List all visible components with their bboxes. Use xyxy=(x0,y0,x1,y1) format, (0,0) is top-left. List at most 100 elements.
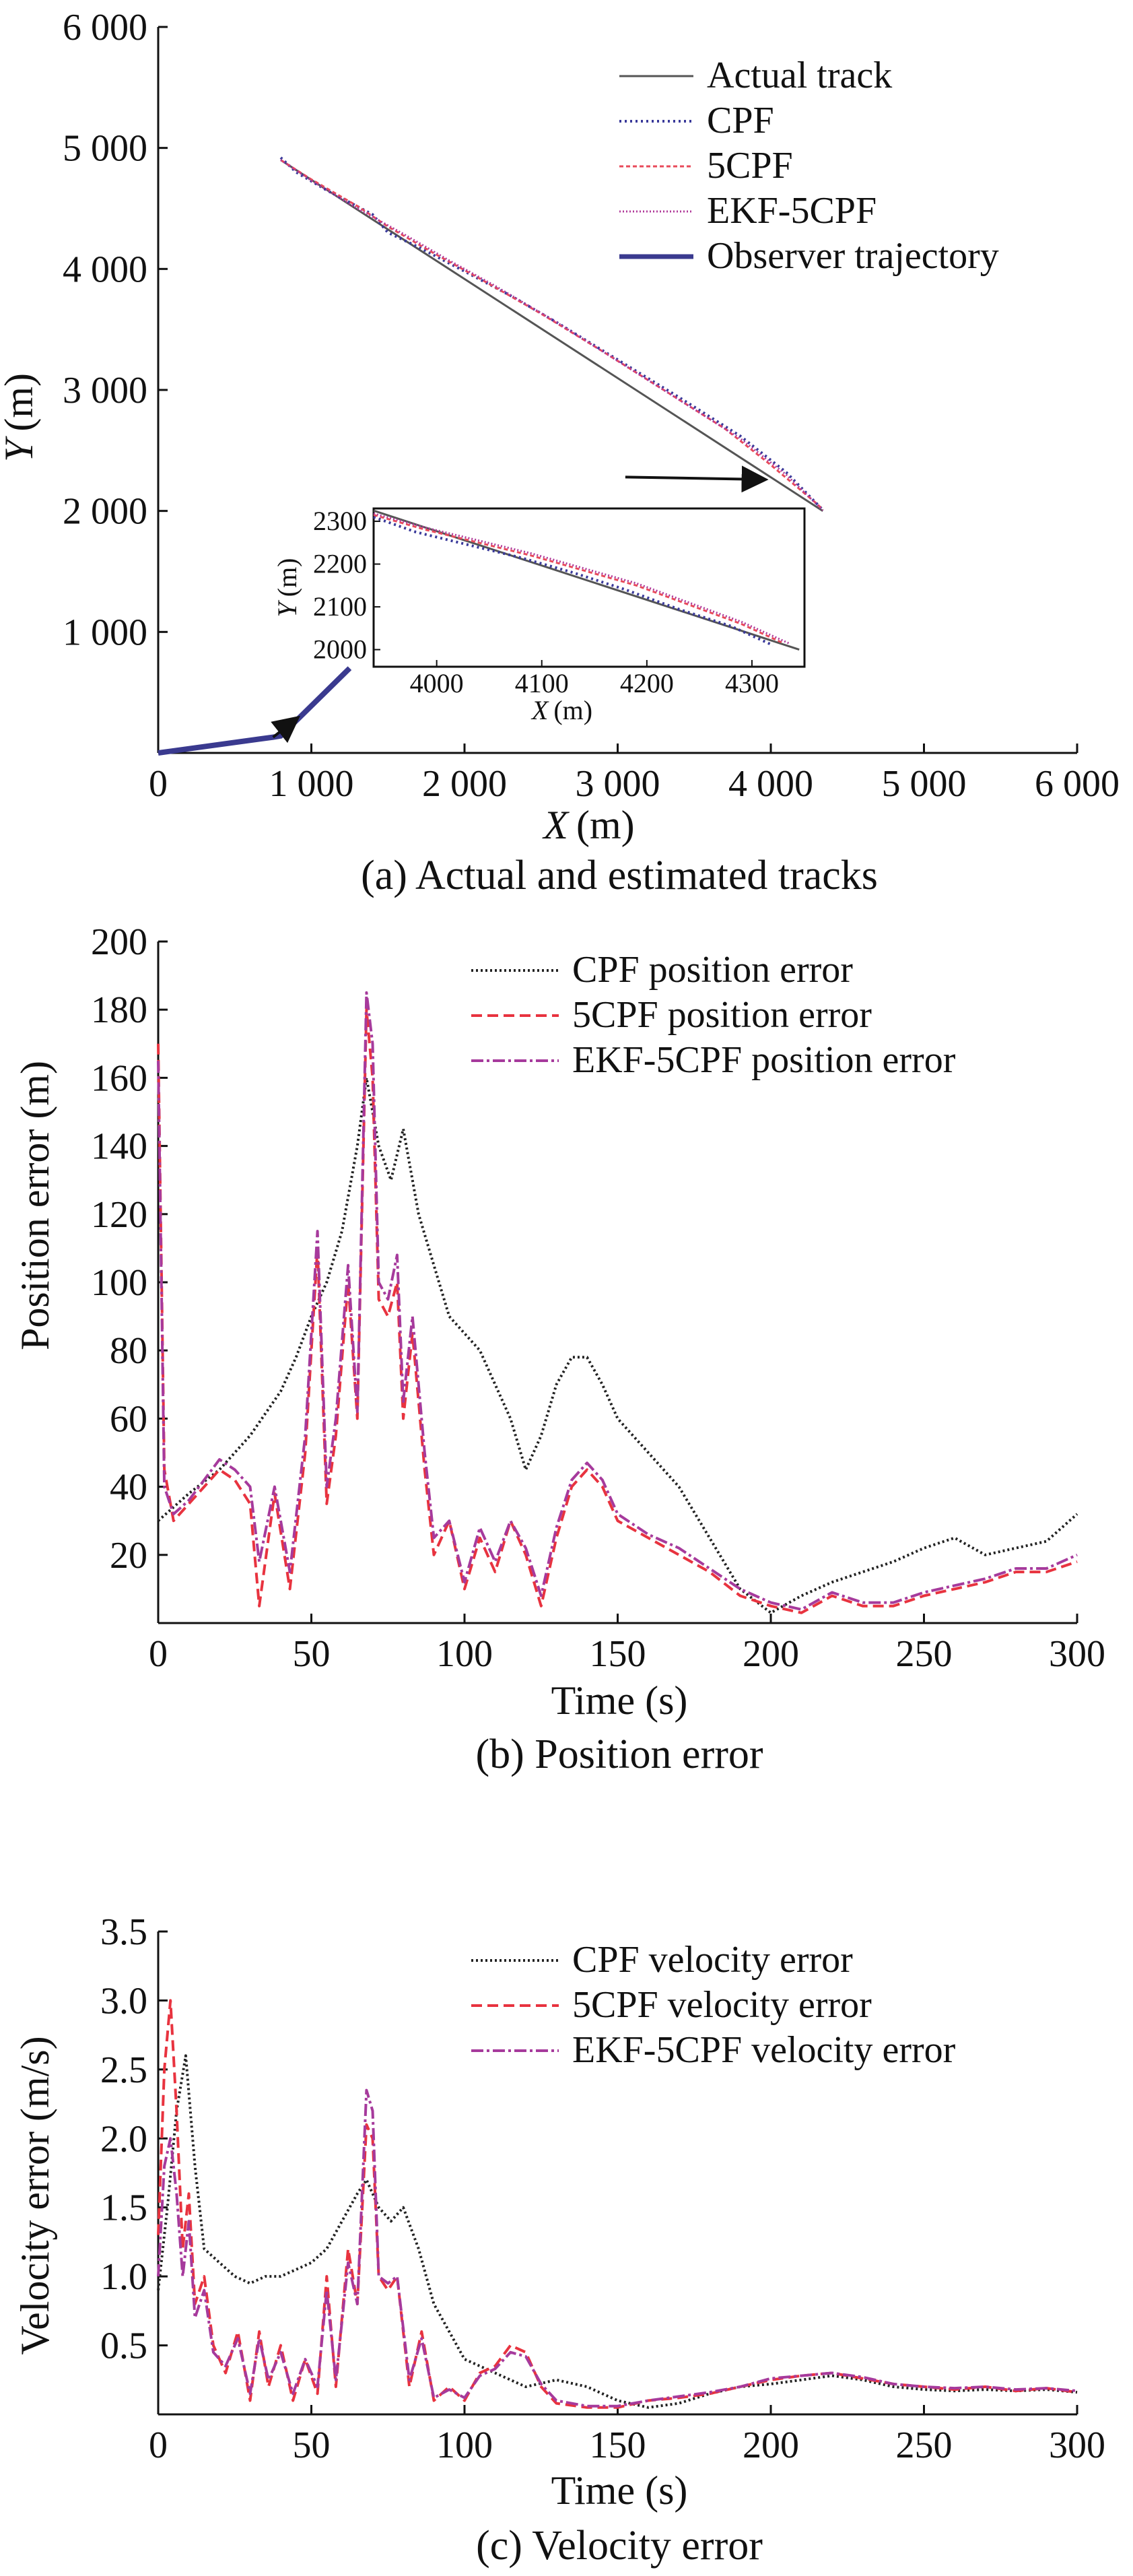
panel-b-ylabel: Position error (m) xyxy=(13,1061,57,1350)
panel-a-series-ekf5cpf xyxy=(280,159,824,511)
panel-c-series xyxy=(157,1999,1078,2409)
panel-b-xlabel: Time (s) xyxy=(551,1678,688,1723)
panel-a-x-tick-label: 1 000 xyxy=(269,763,354,805)
panel-b-x-tick-label: 150 xyxy=(590,1633,646,1675)
panel-b-position-error-chart: 0 50 100 150 200 250 300 20 40 60 80 100 120 140 160 18… xyxy=(13,921,1105,1777)
panel-b-y-tick-label: 140 xyxy=(91,1126,147,1168)
legend-a-label-actual: Actual track xyxy=(707,55,892,96)
inset-series-cpf xyxy=(373,515,774,647)
panel-b-x-tick-label: 100 xyxy=(436,1633,493,1675)
inset-series-fivecpf xyxy=(373,514,784,645)
panel-b-caption: (b) Position error xyxy=(475,1731,763,1777)
panel-c-y-tick-label: 0.5 xyxy=(100,2325,147,2367)
panel-a-ticks: 0 1 000 2 000 3 000 4 000 5 000 6 000 1 000 2 00… xyxy=(63,7,1120,805)
panel-a-series-observer xyxy=(158,666,352,756)
panel-c-y-tick-label: 3.5 xyxy=(100,1911,147,1953)
inset-x-label-unit: (m) xyxy=(553,695,592,725)
panel-a-x-tick-label: 0 xyxy=(149,763,168,805)
panel-b-x-tick-label: 0 xyxy=(149,1633,168,1675)
panel-a-x-tick-label: 6 000 xyxy=(1035,763,1120,805)
inset-x-label: X (m) xyxy=(530,695,592,725)
legend-c-label-cpf: CPF velocity error xyxy=(572,1939,853,1981)
panel-a-y-tick-label: 1 000 xyxy=(63,612,147,653)
panel-a-y-tick-label: 6 000 xyxy=(63,7,147,48)
panel-c-x-tick-label: 0 xyxy=(149,2424,168,2466)
panel-a-x-tick-label: 4 000 xyxy=(728,763,813,805)
panel-b-y-tick-label: 20 xyxy=(110,1535,147,1577)
inset-x-label-var: X xyxy=(530,695,549,725)
panel-c-series-fivecpf xyxy=(157,1999,1078,2409)
panel-b-x-tick-label: 300 xyxy=(1049,1633,1105,1675)
panel-a-series-fivecpf xyxy=(280,159,824,510)
inset-y-label-var: Y xyxy=(272,600,302,618)
legend-b-label-fivecpf: 5CPF position error xyxy=(572,994,872,1036)
inset-y-tick-label: 2000 xyxy=(313,634,367,665)
panel-c-velocity-error-chart: 0 50 100 150 200 250 3000.51.01.52.02.53.03.5 … xyxy=(13,1911,1105,2569)
panel-a-x-tick-label: 2 000 xyxy=(422,763,507,805)
panel-b-x-tick-label: 200 xyxy=(743,1633,799,1675)
panel-b-y-tick-label: 120 xyxy=(91,1194,147,1236)
panel-c-ticks: 0 50 100 150 200 250 300 0.5 1.0 1.5 2.0 2.5 3.0 3.5 xyxy=(100,1911,1105,2466)
panel-a-arrow-1 xyxy=(625,465,769,493)
panel-c-x-tick-label: 150 xyxy=(590,2424,646,2466)
inset-y-label: Y (m) xyxy=(272,558,302,617)
panel-b-y-tick-label: 200 xyxy=(91,921,147,963)
panel-a-x-tick-label: 5 000 xyxy=(882,763,967,805)
panel-c-series-cpf xyxy=(157,2054,1078,2409)
legend-c-label-fivecpf: 5CPF velocity error xyxy=(572,1984,872,2026)
panel-b-y-tick-label: 60 xyxy=(110,1398,147,1440)
legend-c-label-ekf5cpf: EKF-5CPF velocity error xyxy=(572,2029,956,2071)
inset-y-tick-label: 2200 xyxy=(313,549,367,579)
inset-x-tick-label: 4300 xyxy=(725,668,779,698)
panel-a-track-chart: 0 1 000 2 000 3 000 4 000 5 000 6 000 1 000 2 00… xyxy=(0,7,1120,898)
inset-x-tick-label: 4100 xyxy=(515,668,569,698)
inset-x-tick-label: 4000 xyxy=(410,668,464,698)
inset-y-tick-label: 2100 xyxy=(313,591,367,622)
panel-c-x-tick-label: 250 xyxy=(896,2424,953,2466)
panel-c-y-tick-label: 3.0 xyxy=(100,1980,147,2022)
panel-a-y-tick-label: 3 000 xyxy=(63,370,147,411)
panel-a-y-tick-label: 4 000 xyxy=(63,249,147,290)
panel-a-x-tick-label: 3 000 xyxy=(576,763,660,805)
inset-y-tick-label: 2300 xyxy=(313,506,367,536)
legend-a-label-fivecpf: 5CPF xyxy=(707,145,793,187)
legend-a-label-cpf: CPF xyxy=(707,100,774,141)
panel-a-xlabel: X (m) xyxy=(542,803,634,847)
panel-c-y-tick-label: 2.5 xyxy=(100,2049,147,2091)
inset-x-tick-label: 4200 xyxy=(620,668,674,698)
panel-b-y-tick-label: 180 xyxy=(91,989,147,1031)
panel-b-x-tick-label: 250 xyxy=(896,1633,953,1675)
panel-c-x-tick-label: 200 xyxy=(743,2424,799,2466)
panel-a-ylabel: Y(m) xyxy=(0,373,41,462)
panel-b-y-tick-label: 160 xyxy=(91,1057,147,1099)
panel-a-y-tick-label: 5 000 xyxy=(63,128,147,170)
panel-a-caption: (a) Actual and estimated tracks xyxy=(361,853,878,898)
panel-b-x-tick-label: 50 xyxy=(293,1633,331,1675)
panel-b-y-tick-label: 80 xyxy=(110,1330,147,1372)
panel-c-xlabel: Time (s) xyxy=(551,2468,688,2513)
panel-c-caption: (c) Velocity error xyxy=(476,2523,763,2569)
legend-a-label-observer: Observer trajectory xyxy=(707,235,999,277)
legend-b-label-ekf5cpf: EKF-5CPF position error xyxy=(572,1039,956,1081)
panel-b-y-tick-label: 100 xyxy=(91,1262,147,1304)
panel-a-series xyxy=(158,156,824,756)
panel-c-ylabel: Velocity error (m/s) xyxy=(13,2036,57,2354)
inset-y-label-unit: (m) xyxy=(272,558,302,597)
panel-b-ticks: 0 50 100 150 200 250 300 20 40 60 80 100 120 140 160 18… xyxy=(91,921,1105,1675)
legend-a-label-ekf5cpf: EKF-5CPF xyxy=(707,190,877,232)
legend-b-label-cpf: CPF position error xyxy=(572,949,853,991)
panel-c-x-tick-label: 300 xyxy=(1049,2424,1105,2466)
panel-a-y-tick-label: 2 000 xyxy=(63,491,147,533)
panel-b-y-tick-label: 40 xyxy=(110,1467,147,1509)
panel-b-series xyxy=(157,991,1078,1614)
panel-b-series-ekf5cpf xyxy=(157,991,1078,1611)
panel-c-y-tick-label: 1.0 xyxy=(100,2256,147,2298)
panel-c-x-tick-label: 100 xyxy=(436,2424,493,2466)
panel-c-y-tick-label: 2.0 xyxy=(100,2118,147,2160)
panel-b-series-cpf xyxy=(157,1076,1078,1614)
panel-a-series-actual xyxy=(280,159,824,512)
